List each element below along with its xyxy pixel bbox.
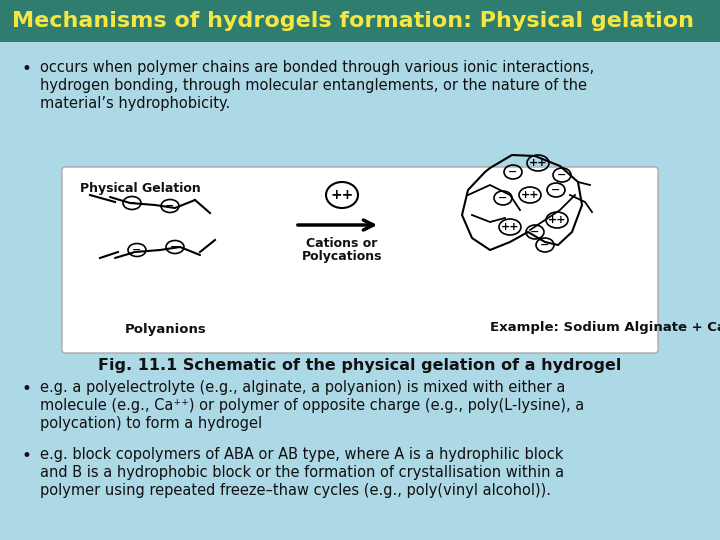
- Text: Example: Sodium Alginate + Calcium: Example: Sodium Alginate + Calcium: [490, 321, 720, 334]
- Text: ++: ++: [330, 188, 354, 202]
- Text: Fig. 11.1 Schematic of the physical gelation of a hydrogel: Fig. 11.1 Schematic of the physical gela…: [99, 358, 621, 373]
- Text: and B is a hydrophobic block or the formation of crystallisation within a: and B is a hydrophobic block or the form…: [40, 465, 564, 480]
- Text: e.g. block copolymers of ABA or AB type, where A is a hydrophilic block: e.g. block copolymers of ABA or AB type,…: [40, 447, 563, 462]
- Text: −: −: [127, 198, 137, 208]
- Text: ++: ++: [548, 215, 566, 225]
- Text: •: •: [22, 447, 32, 465]
- Text: −: −: [508, 167, 518, 177]
- Text: Physical Gelation: Physical Gelation: [80, 182, 201, 195]
- Text: molecule (e.g., Ca⁺⁺) or polymer of opposite charge (e.g., poly(L-lysine), a: molecule (e.g., Ca⁺⁺) or polymer of oppo…: [40, 398, 584, 413]
- Text: −: −: [540, 240, 549, 250]
- Text: Cations or: Cations or: [306, 237, 378, 250]
- Text: Polycations: Polycations: [302, 250, 382, 263]
- Text: material’s hydrophobicity.: material’s hydrophobicity.: [40, 96, 230, 111]
- FancyBboxPatch shape: [62, 167, 658, 353]
- Text: ++: ++: [528, 158, 547, 168]
- Text: ++: ++: [500, 222, 519, 232]
- Text: Polyanions: Polyanions: [125, 323, 207, 336]
- Text: •: •: [22, 380, 32, 398]
- Text: Mechanisms of hydrogels formation: Physical gelation: Mechanisms of hydrogels formation: Physi…: [12, 11, 694, 31]
- Text: −: −: [531, 227, 540, 237]
- Text: •: •: [22, 60, 32, 78]
- Text: −: −: [132, 245, 142, 255]
- Bar: [0, 0, 720, 42]
- Text: occurs when polymer chains are bonded through various ionic interactions,: occurs when polymer chains are bonded th…: [40, 60, 594, 75]
- Text: polycation) to form a hydrogel: polycation) to form a hydrogel: [40, 416, 262, 431]
- Text: −: −: [557, 170, 567, 180]
- Text: −: −: [552, 185, 561, 195]
- Text: polymer using repeated freeze–thaw cycles (e.g., poly(vinyl alcohol)).: polymer using repeated freeze–thaw cycle…: [40, 483, 551, 498]
- Text: ++: ++: [521, 190, 539, 200]
- Text: −: −: [498, 193, 508, 203]
- Text: e.g. a polyelectrolyte (e.g., alginate, a polyanion) is mixed with either a: e.g. a polyelectrolyte (e.g., alginate, …: [40, 380, 565, 395]
- Text: hydrogen bonding, through molecular entanglements, or the nature of the: hydrogen bonding, through molecular enta…: [40, 78, 587, 93]
- Text: −: −: [166, 201, 175, 211]
- Text: −: −: [171, 242, 180, 252]
